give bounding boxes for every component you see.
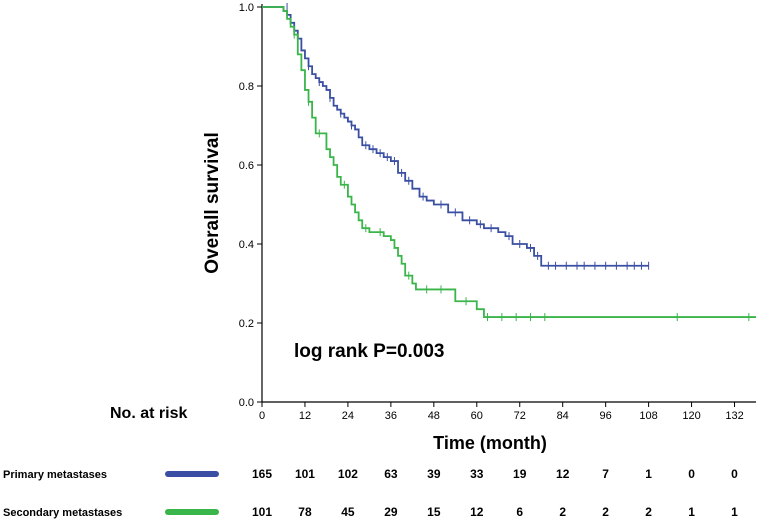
risk-count: 33 bbox=[470, 467, 484, 481]
risk-count: 12 bbox=[470, 505, 484, 519]
risk-count: 15 bbox=[427, 505, 441, 519]
risk-count: 1 bbox=[645, 467, 652, 481]
risk-count: 29 bbox=[384, 505, 398, 519]
risk-count: 2 bbox=[645, 505, 652, 519]
risk-count: 102 bbox=[338, 467, 358, 481]
y-tick-label: 0.4 bbox=[239, 239, 254, 251]
risk-row-label: Secondary metastases bbox=[3, 507, 122, 519]
x-tick-label: 36 bbox=[385, 410, 397, 422]
logrank-annotation: log rank P=0.003 bbox=[294, 341, 445, 362]
series-secondary bbox=[262, 6, 756, 322]
x-tick-label: 24 bbox=[342, 410, 354, 422]
x-tick-label: 0 bbox=[259, 410, 265, 422]
x-tick-label: 72 bbox=[514, 410, 526, 422]
x-tick-label: 60 bbox=[471, 410, 483, 422]
risk-count: 7 bbox=[602, 467, 609, 481]
risk-count: 45 bbox=[341, 505, 355, 519]
risk-count: 101 bbox=[252, 505, 272, 519]
risk-count: 2 bbox=[559, 505, 566, 519]
risk-count: 101 bbox=[295, 467, 315, 481]
risk-table: Primary metastases 165 101 102 63 39 33 19 12 7 1 0… bbox=[3, 467, 738, 519]
risk-row-label: Primary metastases bbox=[3, 469, 107, 481]
y-tick-label: 0.0 bbox=[239, 397, 254, 409]
risk-count: 0 bbox=[731, 467, 738, 481]
risk-count: 12 bbox=[556, 467, 570, 481]
series-primary bbox=[262, 3, 650, 270]
risk-count: 6 bbox=[516, 505, 523, 519]
risk-count: 78 bbox=[298, 505, 312, 519]
risk-count: 165 bbox=[252, 467, 272, 481]
risk-count: 1 bbox=[731, 505, 738, 519]
x-tick-label: 132 bbox=[725, 410, 743, 422]
y-tick-label: 0.2 bbox=[239, 318, 254, 330]
x-tick-label: 84 bbox=[557, 410, 569, 422]
axes: 0.0 0.2 0.4 0.6 0.8 1.0 0 12 24 36 48 60 72 84 96 108 12… bbox=[239, 2, 756, 422]
risk-count: 39 bbox=[427, 467, 441, 481]
risk-count: 1 bbox=[688, 505, 695, 519]
risk-count: 2 bbox=[602, 505, 609, 519]
x-tick-label: 120 bbox=[682, 410, 700, 422]
x-tick-label: 96 bbox=[600, 410, 612, 422]
x-tick-label: 108 bbox=[639, 410, 657, 422]
survival-curve-secondary bbox=[262, 6, 756, 318]
risk-count: 63 bbox=[384, 467, 398, 481]
series-layer bbox=[262, 3, 756, 322]
y-tick-label: 0.6 bbox=[239, 160, 254, 172]
x-axis-label: Time (month) bbox=[433, 433, 547, 453]
risk-count: 19 bbox=[513, 467, 527, 481]
x-tick-label: 48 bbox=[428, 410, 440, 422]
risk-table-title: No. at risk bbox=[110, 405, 187, 422]
y-tick-label: 1.0 bbox=[239, 2, 254, 14]
x-tick-label: 12 bbox=[299, 410, 311, 422]
risk-count: 0 bbox=[688, 467, 695, 481]
y-tick-label: 0.8 bbox=[239, 81, 254, 93]
survival-curve-primary bbox=[262, 6, 649, 267]
y-axis-label: Overall survival bbox=[202, 132, 223, 274]
